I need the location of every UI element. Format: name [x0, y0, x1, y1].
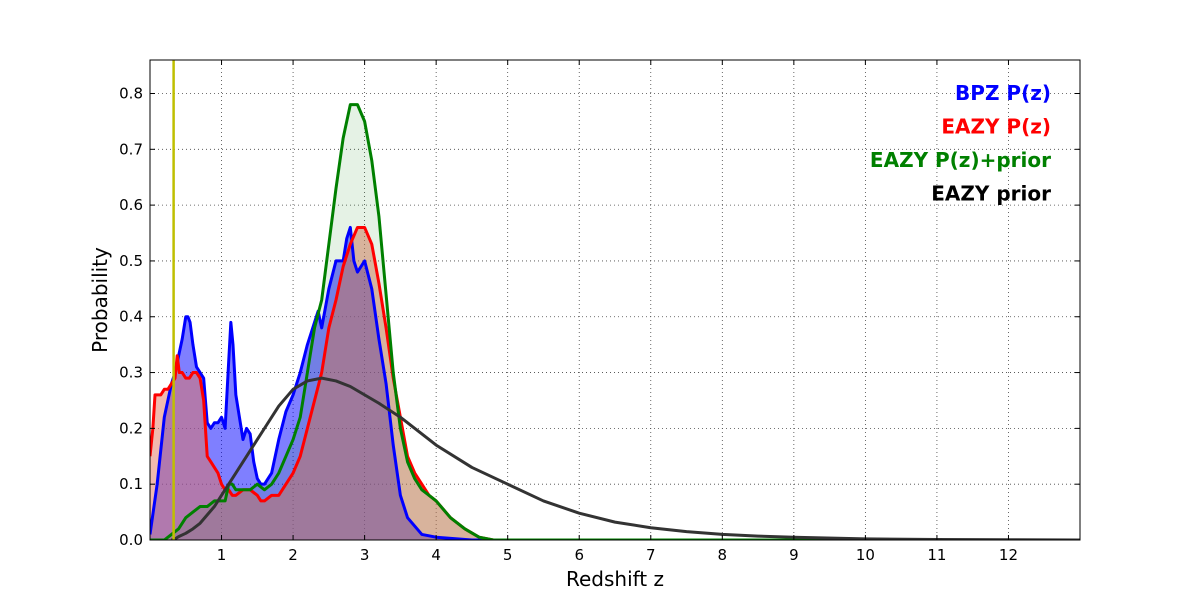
plot-area: 1 2 3 4 5 6 7 8 9 10 11 120.00.10.20.30.40.50.60.70…: [119, 59, 1081, 564]
y-tick-label: 0.8: [119, 84, 143, 102]
y-tick-label: 0.4: [119, 308, 143, 326]
y-tick-label: 0.0: [119, 531, 143, 549]
series-line-3: [171, 376, 1080, 540]
series-fill-1: [150, 227, 1080, 540]
legend-entry: EAZY P(z)+prior: [870, 148, 1051, 172]
y-axis-title: Probability: [88, 247, 112, 353]
x-tick-label: 3: [360, 546, 370, 564]
legend: BPZ P(z) EAZY P(z) EAZY P(z)+prior EAZY pri…: [870, 81, 1051, 206]
series-fill-2: [150, 104, 1080, 540]
x-tick-label: 12: [999, 546, 1018, 564]
series-line-2: [150, 103, 1080, 540]
x-tick-label: 5: [503, 546, 513, 564]
y-tick-label: 0.2: [119, 419, 143, 437]
legend-entry: EAZY prior: [931, 182, 1051, 206]
x-tick-label: 4: [431, 546, 441, 564]
x-tick-label: 6: [574, 546, 584, 564]
y-tick-label: 0.3: [119, 364, 143, 382]
y-tick-label: 0.6: [119, 196, 143, 214]
plot-border: [149, 59, 1081, 541]
x-tick-label: 8: [718, 546, 728, 564]
series-line-0: [150, 225, 1080, 540]
y-tick-label: 0.5: [119, 252, 143, 270]
y-tick-label: 0.1: [119, 475, 143, 493]
x-tick-label: 9: [789, 546, 799, 564]
x-tick-label: 10: [856, 546, 875, 564]
x-tick-label: 11: [927, 546, 946, 564]
x-tick-label: 7: [646, 546, 656, 564]
legend-entry: EAZY P(z): [941, 115, 1051, 139]
series-group: [150, 60, 1080, 540]
x-tick-label: 2: [288, 546, 298, 564]
x-axis-title: Redshift z: [566, 567, 664, 591]
y-tick-label: 0.7: [119, 140, 143, 158]
x-tick-label: 1: [217, 546, 227, 564]
legend-entry: BPZ P(z): [955, 81, 1051, 105]
